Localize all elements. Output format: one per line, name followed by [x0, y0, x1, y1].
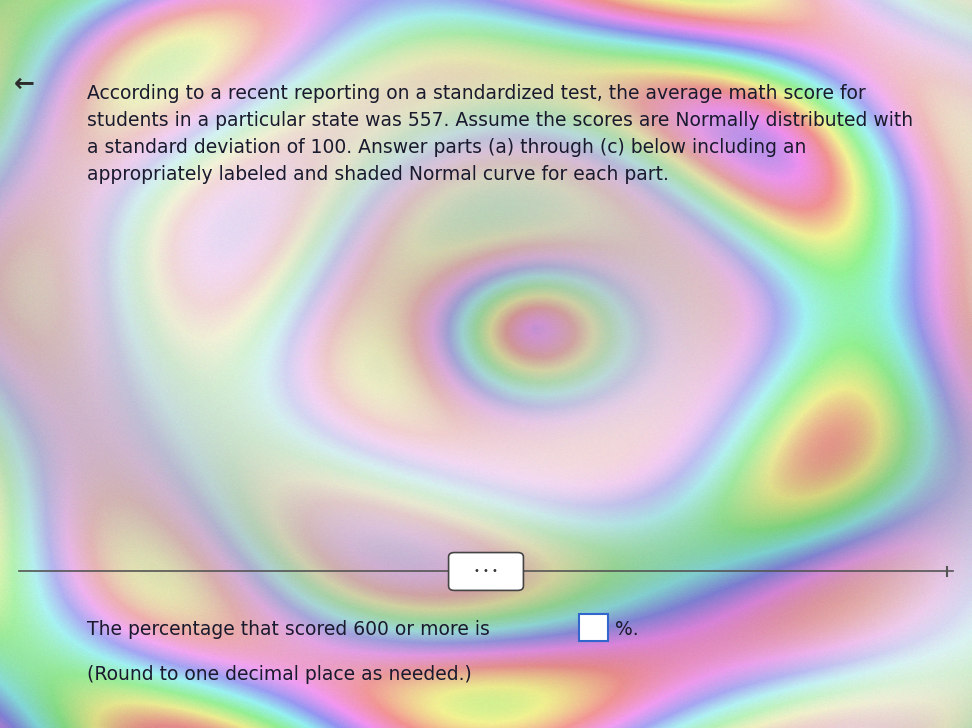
Text: (Round to one decimal place as needed.): (Round to one decimal place as needed.): [87, 665, 472, 684]
Text: The percentage that scored 600 or more is: The percentage that scored 600 or more i…: [87, 620, 490, 639]
Text: %.: %.: [615, 620, 639, 639]
FancyBboxPatch shape: [449, 553, 523, 590]
Text: ←: ←: [14, 72, 35, 95]
FancyBboxPatch shape: [579, 614, 608, 641]
Text: According to a recent reporting on a standardized test, the average math score f: According to a recent reporting on a sta…: [87, 84, 914, 184]
Text: • • •: • • •: [474, 566, 498, 577]
